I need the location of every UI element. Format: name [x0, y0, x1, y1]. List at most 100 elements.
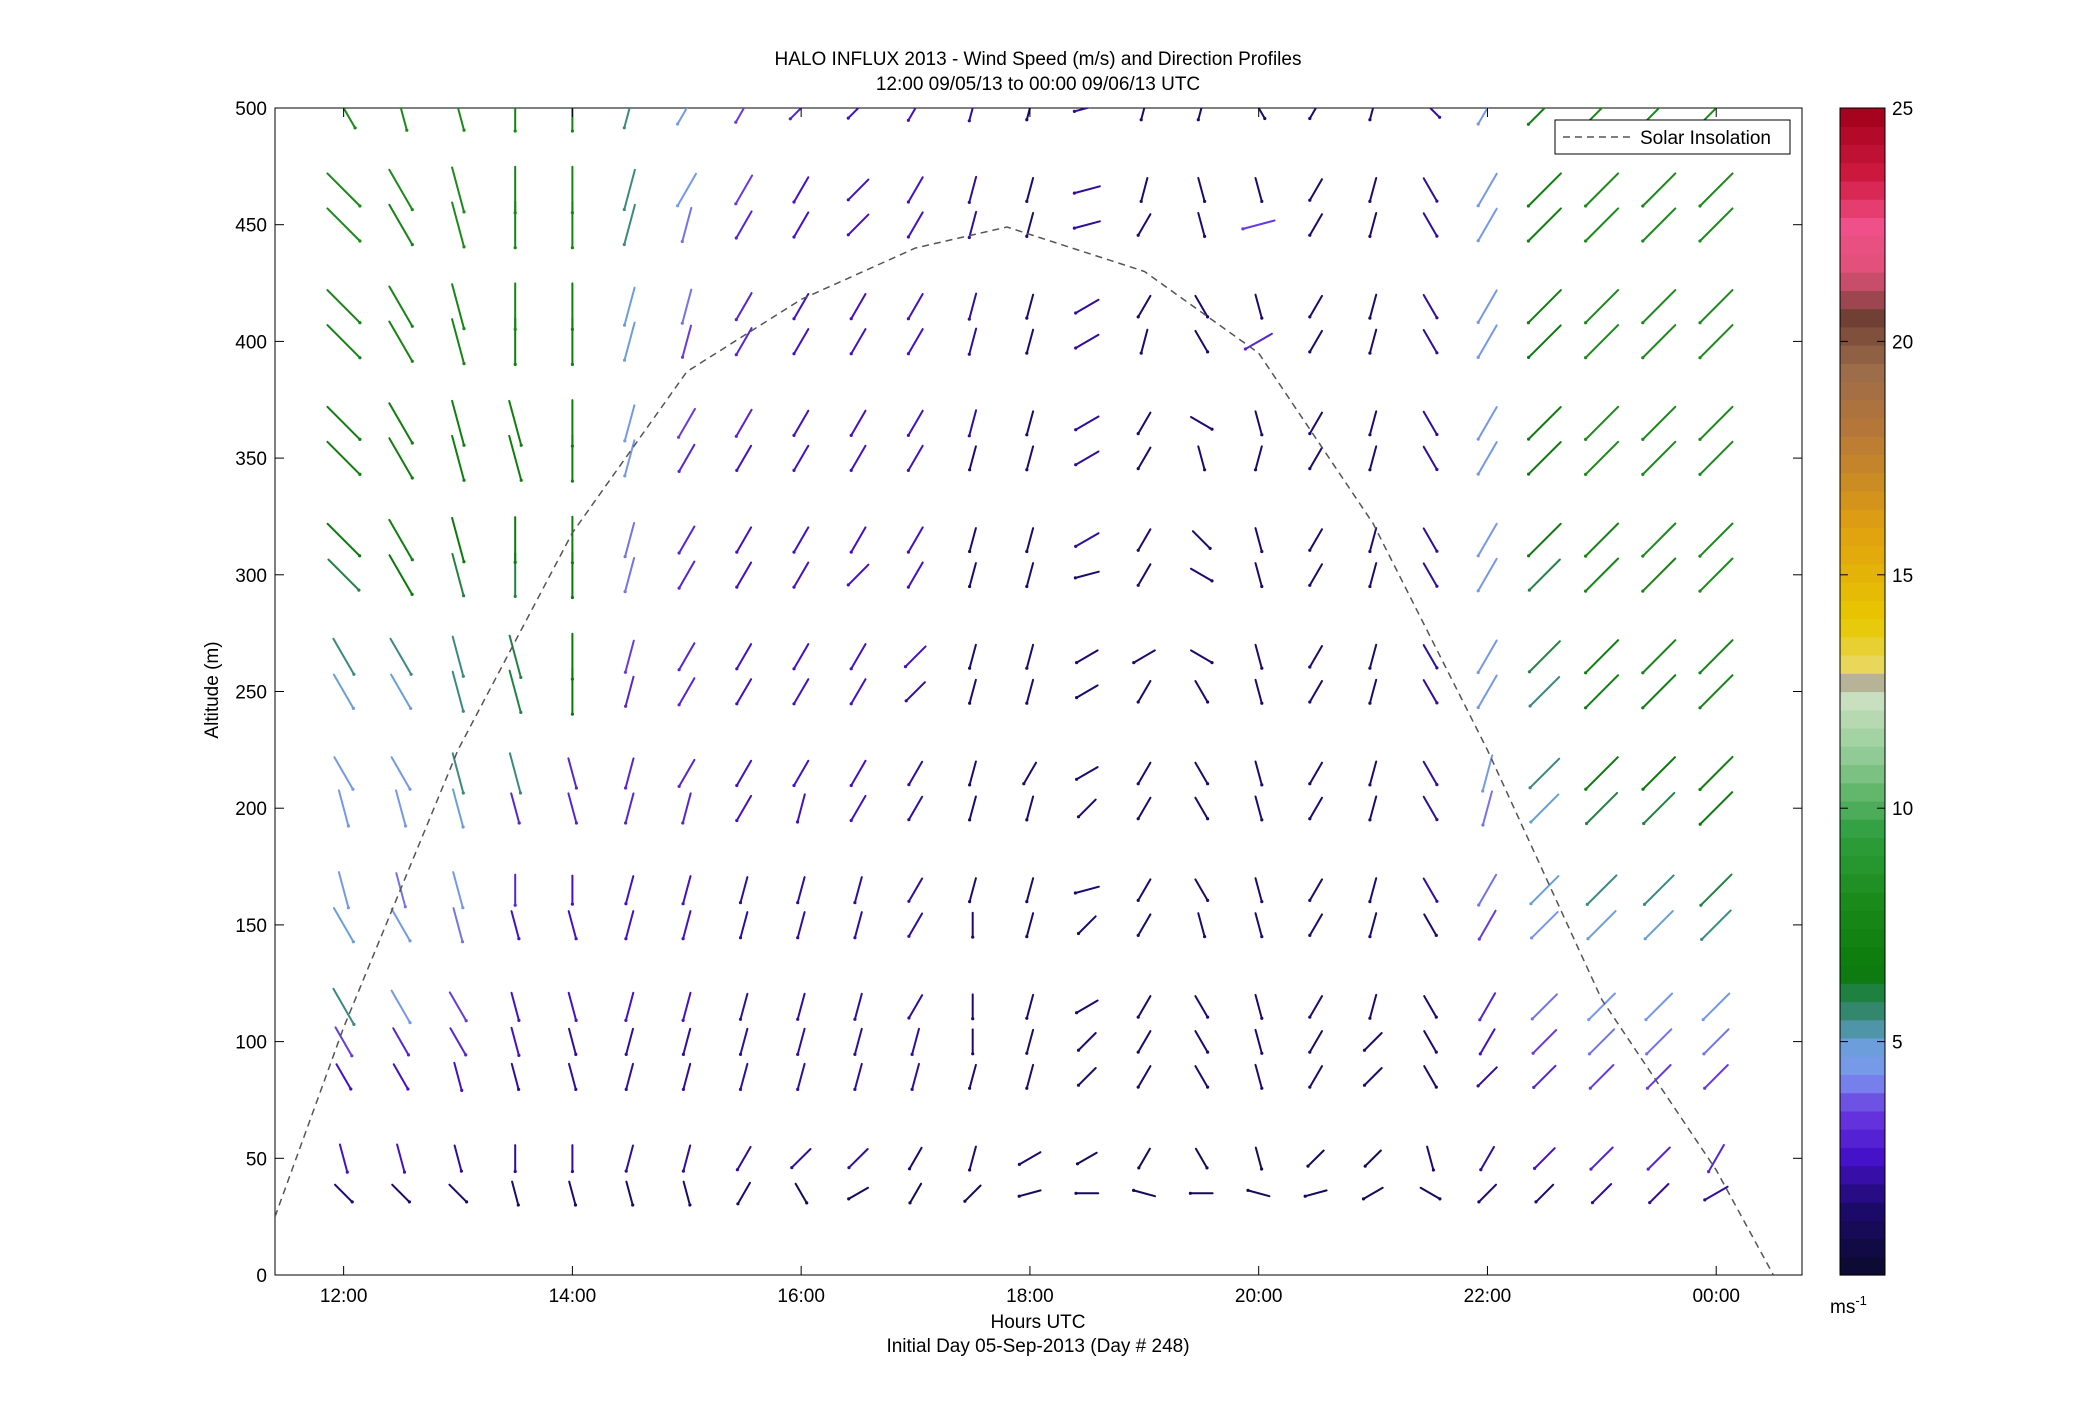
x-tick-label: 16:00 [777, 1286, 825, 1307]
wind-vector [1423, 995, 1438, 1019]
wind-vector-tail [460, 1088, 464, 1092]
wind-vector [1077, 798, 1097, 818]
wind-vector [1584, 207, 1620, 242]
wind-vector-tail [622, 242, 626, 247]
wind-vector [1703, 1185, 1729, 1201]
wind-vector-tail [792, 550, 796, 554]
wind-vector [1422, 177, 1438, 203]
wind-vector [907, 211, 924, 238]
wind-vector [1587, 910, 1617, 940]
colorbar-segment [1840, 655, 1885, 674]
wind-vector-tail [910, 1052, 914, 1056]
wind-vector-tail [1260, 199, 1264, 203]
wind-vector-tail [1584, 356, 1588, 360]
colorbar-segment [1840, 892, 1885, 911]
wind-vector-tail [1136, 233, 1140, 237]
wind-vector-tail [1074, 463, 1078, 467]
wind-vector-tail [351, 706, 355, 711]
wind-vector [1477, 324, 1498, 359]
colorbar-segment [1840, 983, 1885, 1003]
wind-vector [448, 1183, 468, 1203]
wind-vector [1368, 108, 1375, 121]
wind-vector-tail [1306, 1164, 1310, 1168]
wind-vector-tail [1584, 554, 1588, 558]
wind-vector [907, 912, 924, 938]
wind-vector-tail [1136, 817, 1140, 821]
wind-vector-tail [738, 1052, 743, 1056]
wind-vector-tail [796, 1017, 800, 1021]
wind-vector-tail [1528, 786, 1532, 790]
wind-vector [1641, 207, 1677, 242]
wind-vector [1532, 1064, 1557, 1089]
wind-vector-tail [738, 1087, 743, 1091]
wind-vector [1363, 1067, 1383, 1087]
wind-vector-tail [406, 1087, 410, 1091]
wind-vector-tail [1481, 823, 1485, 827]
wind-vector [389, 637, 413, 676]
wind-vector [453, 1144, 463, 1173]
wind-vector [1641, 522, 1677, 558]
wind-vector-tail [1584, 787, 1588, 791]
wind-vector [847, 213, 870, 236]
colorbar-segment [1840, 436, 1885, 456]
wind-vector [1137, 680, 1152, 703]
wind-vector-tail [1132, 661, 1136, 665]
wind-vector [1699, 522, 1734, 558]
wind-vector [1477, 674, 1498, 709]
wind-vector [1530, 910, 1559, 939]
wind-vector-tail [513, 327, 517, 331]
wind-vector-tail [681, 1052, 686, 1056]
wind-vector [1477, 172, 1498, 207]
wind-vector [1477, 639, 1498, 674]
wind-vector [1137, 796, 1152, 820]
wind-vector [1307, 1149, 1325, 1168]
wind-vector [1254, 1028, 1263, 1055]
wind-vector-tail [853, 1052, 857, 1056]
wind-vector-tail [681, 1169, 686, 1173]
wind-vector-tail [906, 200, 911, 204]
colorbar-segment [1840, 1056, 1885, 1076]
wind-vector-tail [1584, 671, 1588, 675]
wind-vector-tail [1136, 315, 1140, 319]
wind-vector-tail [846, 583, 850, 587]
wind-vector [399, 108, 408, 132]
wind-vector-tail [1368, 666, 1372, 670]
colorbar-segment [1840, 199, 1885, 218]
wind-vector-tail [1203, 199, 1207, 203]
wind-vector-tail [465, 1200, 469, 1204]
wind-vector [1137, 995, 1152, 1019]
wind-vector [907, 108, 917, 122]
wind-vector-tail [464, 1053, 468, 1057]
wind-vector-tail [846, 116, 850, 120]
wind-vector [1481, 754, 1494, 792]
wind-vector [682, 1027, 692, 1056]
colorbar-segment [1840, 1092, 1885, 1112]
wind-vector-tail [805, 1201, 809, 1205]
wind-vector-tail [967, 434, 971, 438]
wind-vector-tail [735, 585, 739, 589]
wind-vector-tail [1698, 671, 1702, 675]
y-tick-label: 150 [235, 916, 267, 937]
wind-vector-tail [790, 1166, 794, 1170]
wind-vector [1254, 177, 1263, 203]
y-tick-label: 400 [235, 332, 267, 353]
wind-vector [1194, 796, 1209, 820]
wind-vector-tail [1260, 1016, 1264, 1020]
colorbar-segment [1840, 563, 1885, 583]
wind-vector-tail [1533, 1166, 1537, 1170]
wind-vector [1477, 289, 1498, 324]
wind-vector-tail [1308, 116, 1312, 121]
wind-vector-tail [623, 555, 627, 559]
wind-vector [1194, 1030, 1209, 1054]
wind-vector [1584, 440, 1620, 476]
wind-vector [1527, 172, 1562, 207]
wind-vector [510, 991, 520, 1022]
wind-vector-tail [677, 435, 681, 439]
wind-vector [1699, 755, 1734, 791]
wind-vector [1584, 557, 1620, 593]
wind-vector-tail [1260, 549, 1264, 554]
colorbar-tick-label: 20 [1892, 332, 1913, 353]
wind-vector [1584, 522, 1620, 558]
wind-vector-tail [1585, 821, 1589, 826]
wind-vector [1025, 212, 1035, 238]
